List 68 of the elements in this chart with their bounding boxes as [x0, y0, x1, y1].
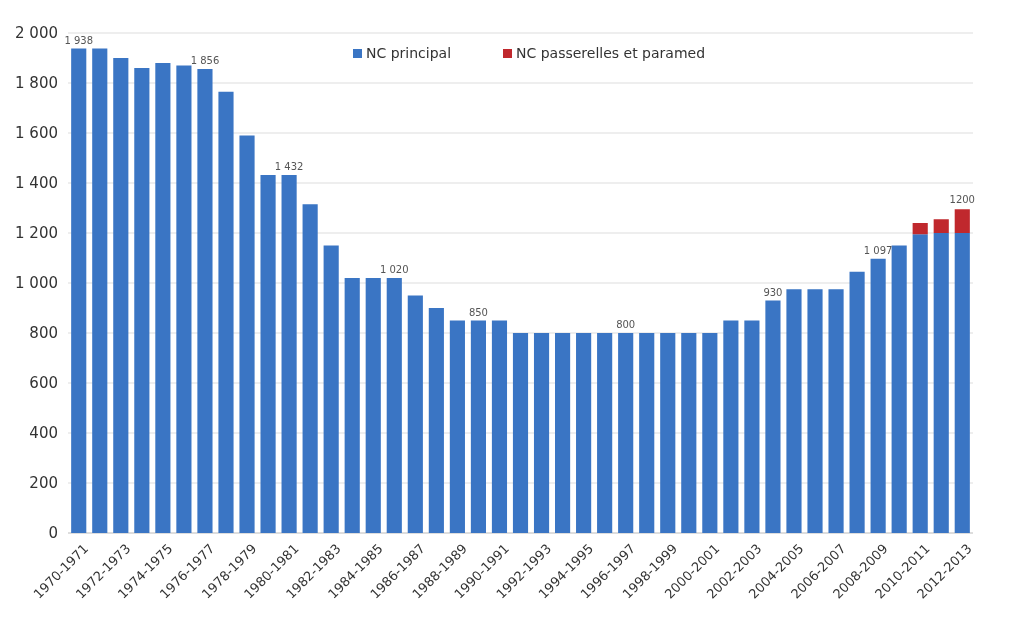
bar	[576, 333, 592, 533]
bar	[176, 65, 192, 533]
bar	[786, 289, 802, 533]
bar	[533, 333, 550, 533]
bar	[765, 300, 781, 533]
bar	[849, 271, 865, 533]
bar	[344, 278, 360, 533]
y-tick-label: 2 000	[15, 24, 58, 43]
bar	[197, 69, 213, 533]
bar	[92, 48, 108, 533]
bar	[912, 223, 928, 235]
bar	[512, 333, 529, 533]
y-tick-label: 0	[48, 524, 58, 543]
data-label: 850	[468, 306, 488, 318]
data-label: 1 097	[863, 244, 893, 256]
y-tick-label: 600	[29, 374, 58, 393]
bar	[491, 320, 508, 533]
bar	[702, 333, 718, 533]
legend-label: NC principal	[366, 45, 452, 61]
bar	[71, 48, 87, 533]
y-tick-label: 1 600	[15, 124, 58, 143]
bar	[933, 219, 949, 233]
bar	[281, 175, 297, 533]
bar	[891, 245, 907, 533]
bar	[239, 135, 255, 533]
bar	[744, 320, 760, 533]
y-tick-label: 200	[29, 474, 58, 493]
bar	[218, 91, 234, 533]
bar	[933, 233, 949, 533]
bar	[660, 333, 676, 533]
bar	[639, 333, 655, 533]
y-tick-label: 1 800	[15, 74, 58, 93]
y-tick-label: 1 200	[15, 224, 58, 243]
y-tick-label: 400	[29, 424, 58, 443]
bar	[449, 320, 465, 533]
bar	[470, 320, 486, 533]
bar	[912, 234, 928, 533]
annotation: 1200	[949, 194, 975, 206]
bar	[155, 63, 171, 533]
data-label: 1 432	[274, 161, 304, 172]
bar	[113, 58, 129, 533]
y-tick-label: 1 000	[15, 274, 58, 293]
bar	[555, 333, 571, 533]
bar	[134, 68, 150, 533]
bar	[365, 278, 381, 533]
bar	[870, 258, 886, 533]
bar	[681, 333, 697, 533]
data-label: 1 020	[379, 264, 409, 275]
data-label: 930	[763, 286, 783, 298]
data-label: 1 938	[64, 34, 94, 46]
bar	[828, 289, 844, 533]
y-tick-label: 1 400	[15, 174, 58, 193]
bar	[807, 289, 823, 533]
bar	[386, 278, 402, 533]
bar	[260, 175, 276, 533]
legend-label: NC passerelles et paramed	[516, 45, 706, 61]
bar	[407, 295, 423, 533]
bar	[323, 245, 339, 533]
bar	[954, 233, 970, 533]
y-tick-label: 800	[29, 324, 58, 343]
bar	[597, 333, 613, 533]
bar	[618, 333, 634, 533]
bar	[954, 209, 970, 233]
data-label: 800	[616, 319, 636, 330]
bar	[428, 308, 444, 533]
bar	[302, 204, 318, 533]
data-label: 1 856	[190, 55, 220, 66]
bar	[723, 320, 739, 533]
